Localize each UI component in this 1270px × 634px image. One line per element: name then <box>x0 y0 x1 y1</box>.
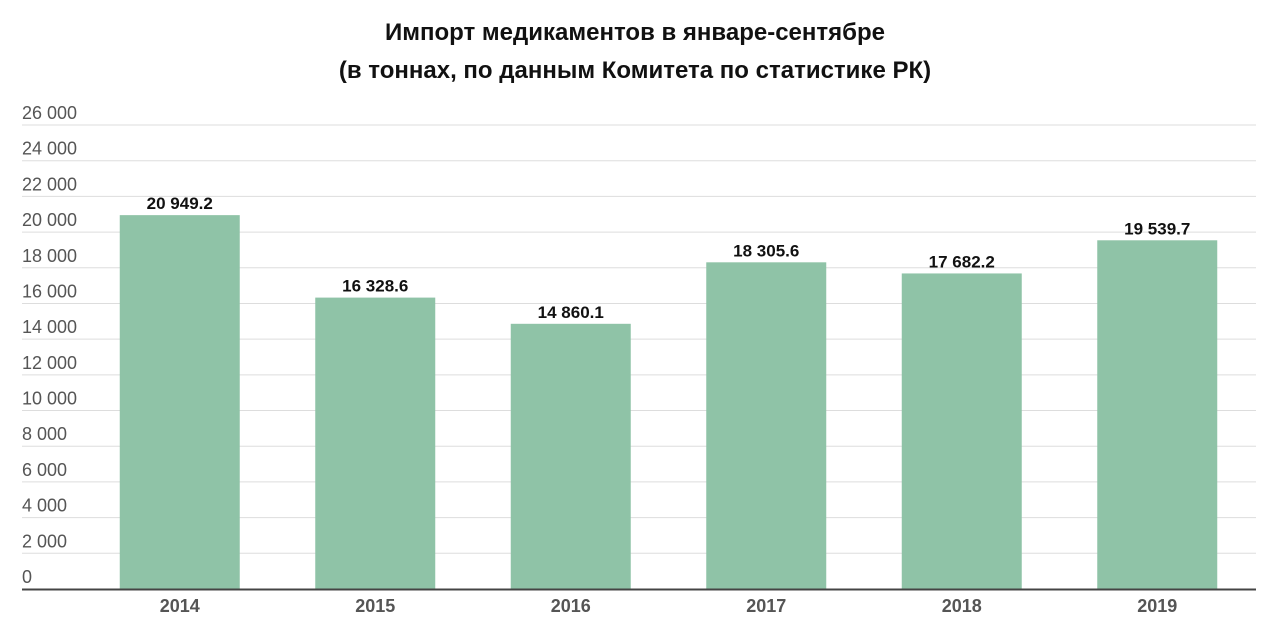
bar-value-label: 19 539.7 <box>1124 219 1190 238</box>
bar-value-labels: 20 949.2 16 328.6 14 860.1 18 305.6 17 682.2… <box>147 194 1191 322</box>
bar <box>706 262 827 589</box>
x-tick-label: 2018 <box>942 596 982 616</box>
x-axis-category-labels: 2014 2015 2016 2017 2018 2019 <box>160 596 1178 616</box>
y-tick-label: 0 <box>22 567 32 587</box>
y-tick-label: 6 000 <box>22 460 67 480</box>
y-tick-label: 8 000 <box>22 424 67 444</box>
chart-title-block: Импорт медикаментов в январе-сентябре (в… <box>0 14 1270 90</box>
y-tick-label: 20 000 <box>22 210 77 230</box>
bar-value-label: 18 305.6 <box>733 241 799 260</box>
bar-value-label: 16 328.6 <box>342 277 408 296</box>
bar-value-label: 20 949.2 <box>147 194 213 213</box>
x-tick-label: 2019 <box>1137 596 1177 616</box>
bar <box>510 323 631 589</box>
y-tick-label: 18 000 <box>22 246 77 266</box>
x-tick-label: 2014 <box>160 596 200 616</box>
y-tick-label: 12 000 <box>22 353 77 373</box>
y-tick-label: 2 000 <box>22 531 67 551</box>
y-tick-label: 4 000 <box>22 496 67 516</box>
chart-subtitle: (в тоннах, по данным Комитета по статист… <box>338 57 932 84</box>
bar <box>1097 240 1218 589</box>
bar <box>315 297 436 589</box>
x-tick-label: 2015 <box>355 596 395 616</box>
bar <box>901 273 1022 589</box>
y-tick-label: 14 000 <box>22 317 77 337</box>
x-tick-label: 2016 <box>551 596 591 616</box>
y-tick-label: 10 000 <box>22 389 77 409</box>
x-tick-label: 2017 <box>746 596 786 616</box>
bar-value-label: 17 682.2 <box>929 252 995 271</box>
y-tick-label: 26 000 <box>22 103 77 123</box>
y-axis-tick-labels: 0 2 000 4 000 6 000 8 000 10 000 12 000 14 000 1… <box>22 103 77 587</box>
bars <box>119 215 1218 589</box>
bar <box>119 215 240 589</box>
bar-value-label: 14 860.1 <box>538 303 604 322</box>
y-tick-label: 24 000 <box>22 139 77 159</box>
y-tick-label: 22 000 <box>22 174 77 194</box>
chart-title: Импорт медикаментов в январе-сентябре <box>385 19 885 46</box>
y-tick-label: 16 000 <box>22 281 77 301</box>
